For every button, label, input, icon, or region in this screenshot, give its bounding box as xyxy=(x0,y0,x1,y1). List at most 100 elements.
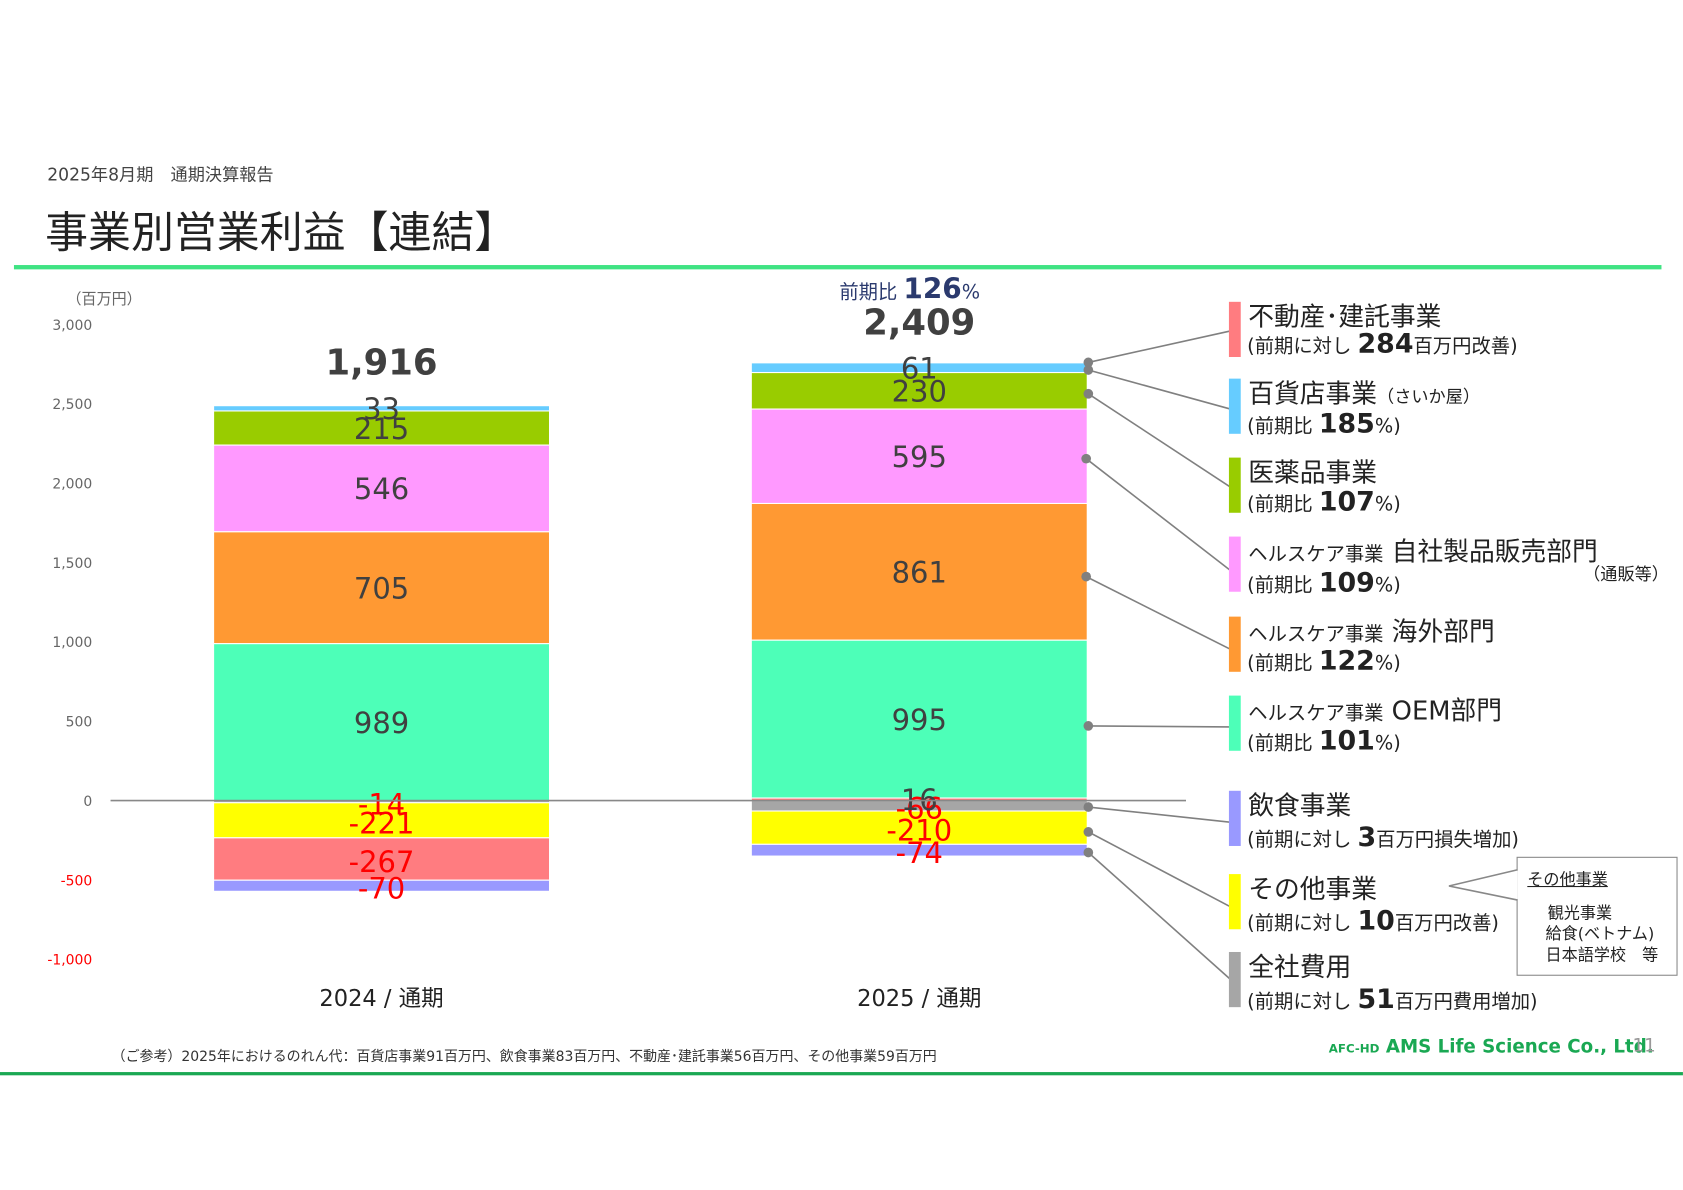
bar-segment xyxy=(750,408,1088,504)
data-label: -221 xyxy=(349,806,415,840)
legend-title: 飲食事業 xyxy=(1248,784,1351,822)
connector-dot xyxy=(1083,357,1094,368)
ratio-suffix: % xyxy=(961,281,981,304)
comparison-suffix: 百万円費用増加) xyxy=(1394,990,1538,1014)
data-label: -267 xyxy=(349,845,415,879)
connector-line xyxy=(1088,330,1231,364)
connector-line xyxy=(1087,831,1231,908)
report-subtitle: 2025年8月期 通期決算報告 xyxy=(47,164,274,185)
data-label: -74 xyxy=(896,836,943,870)
growth-ratio: 前期比 126% xyxy=(839,274,980,306)
legend-title-main: 百貨店事業 xyxy=(1248,378,1378,409)
comparison-value: 122 xyxy=(1318,644,1375,677)
comparison-value: 284 xyxy=(1357,327,1414,360)
bar-segment xyxy=(750,371,1088,410)
connector-line xyxy=(1088,806,1231,823)
legend-swatch xyxy=(1228,790,1241,846)
comparison-suffix: %) xyxy=(1374,415,1401,439)
comparison-suffix: %) xyxy=(1374,652,1401,676)
connector-dot xyxy=(1081,453,1092,464)
legend-title-main: OEM部門 xyxy=(1391,695,1502,726)
x-category-label: 2024 / 通期 xyxy=(319,986,443,1012)
y-tick-label: 2,000 xyxy=(52,476,92,492)
comparison-value: 3 xyxy=(1357,821,1377,853)
ratio-prefix: 前期比 xyxy=(839,281,898,304)
legend-swatch xyxy=(1228,536,1241,592)
comparison-prefix: (前期比 xyxy=(1247,652,1313,676)
comparison-value: 101 xyxy=(1318,724,1375,757)
connector-dot xyxy=(1083,388,1094,399)
data-label: 595 xyxy=(892,440,947,474)
data-label: -14 xyxy=(358,788,405,822)
y-tick-label: -1,000 xyxy=(47,953,92,969)
legend-comparison: (前期比 122%) xyxy=(1247,645,1401,676)
other-box-line: 観光事業 xyxy=(1547,903,1613,923)
x-category-label: 2025 / 通期 xyxy=(857,986,981,1012)
legend-title-prefix: ヘルスケア事業 xyxy=(1248,543,1384,566)
bottom-rule xyxy=(0,1072,1683,1076)
data-label: -210 xyxy=(886,814,952,848)
data-label: 61 xyxy=(901,351,938,385)
legend-title: 不動産･建託事業 xyxy=(1248,295,1441,333)
page-title: 事業別営業利益【連結】 xyxy=(45,208,518,259)
comparison-suffix: 百万円改善) xyxy=(1413,335,1518,359)
legend-title-main: 全社費用 xyxy=(1248,951,1352,983)
comparison-prefix: (前期比 xyxy=(1247,574,1313,598)
legend-swatch xyxy=(1228,457,1241,513)
connector-line xyxy=(1088,725,1231,728)
data-label: 705 xyxy=(354,571,409,605)
legend-title: ヘルスケア事業 海外部門 xyxy=(1248,610,1494,648)
y-tick-label: 3,000 xyxy=(52,318,92,334)
comparison-suffix: %) xyxy=(1374,732,1401,756)
legend-comparison: (前期比 185%) xyxy=(1247,408,1401,439)
data-label: 33 xyxy=(363,392,400,426)
other-box-line: 日本語学校 等 xyxy=(1545,945,1659,965)
bar-segment xyxy=(750,639,1088,799)
legend-swatch xyxy=(1228,616,1241,672)
footnote: （ご参考）2025年におけるのれん代：百貨店事業91百万円、飲食事業83百万円、… xyxy=(111,1049,937,1066)
comparison-value: 51 xyxy=(1357,983,1395,1015)
connector-line xyxy=(1087,851,1231,980)
connector-dot xyxy=(1083,827,1094,837)
legend-title: その他事業 xyxy=(1248,868,1377,906)
logo-name: AMS Life Science Co., Ltd. xyxy=(1385,1036,1654,1059)
comparison-prefix: (前期に対し xyxy=(1247,911,1352,935)
legend-swatch xyxy=(1228,695,1241,751)
connector-dot xyxy=(1083,721,1094,731)
y-tick-label: 0 xyxy=(83,794,92,810)
total-label: 2,409 xyxy=(863,303,975,344)
connector-dot xyxy=(1083,802,1094,812)
comparison-suffix: 百万円改善) xyxy=(1394,911,1499,935)
legend-title-prefix: ヘルスケア事業 xyxy=(1248,623,1384,646)
legend-comparison: (前期比 109%) xyxy=(1247,567,1401,598)
comparison-value: 109 xyxy=(1318,566,1375,599)
legend-swatch xyxy=(1228,951,1241,1008)
legend-title-main: 飲食事業 xyxy=(1248,790,1352,822)
other-box-line: 給食(ベトナム) xyxy=(1545,923,1655,944)
bar-segment xyxy=(213,405,551,412)
y-tick-label: 500 xyxy=(66,715,93,731)
y-unit-label: （百万円） xyxy=(67,290,142,308)
data-label: -66 xyxy=(896,792,943,826)
data-label: 230 xyxy=(892,374,947,408)
data-label: 546 xyxy=(354,472,409,506)
comparison-prefix: (前期比 xyxy=(1247,415,1313,439)
comparison-suffix: %) xyxy=(1374,574,1401,598)
bar-segment xyxy=(213,410,551,446)
legend-title-main: その他事業 xyxy=(1248,874,1378,905)
y-tick-label: 2,500 xyxy=(52,397,92,413)
legend-comparison: (前期に対し 3百万円損失増加) xyxy=(1247,821,1519,852)
legend-title-main: 医薬品事業 xyxy=(1248,457,1378,488)
comparison-value: 107 xyxy=(1318,485,1375,518)
comparison-prefix: (前期に対し xyxy=(1247,990,1352,1014)
y-tick-label: 1,500 xyxy=(52,556,92,572)
page-number: 11 xyxy=(1632,1035,1656,1057)
bar-segment xyxy=(213,531,551,645)
legend-swatch xyxy=(1228,301,1241,357)
bar-segment xyxy=(213,643,551,802)
legend-title: 医薬品事業 xyxy=(1248,451,1377,489)
bar-segment xyxy=(213,879,551,892)
legend-extra-note: （通販等） xyxy=(1583,563,1669,585)
data-label: 989 xyxy=(354,706,409,740)
